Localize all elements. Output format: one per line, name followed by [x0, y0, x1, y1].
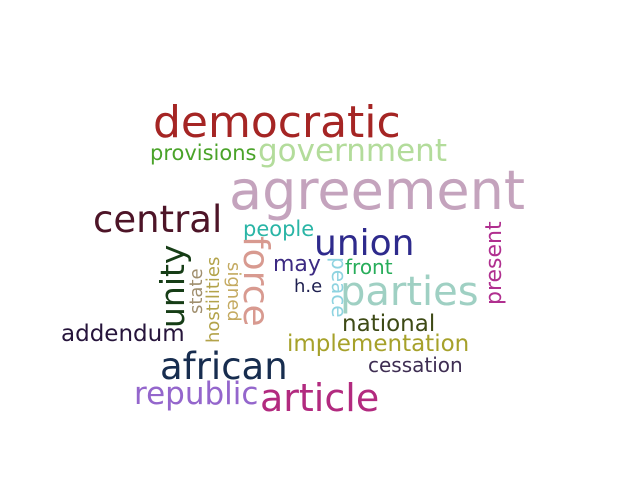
- word-democratic: democratic: [153, 97, 401, 148]
- word-agreement: agreement: [229, 159, 526, 222]
- word-may: may: [273, 252, 321, 277]
- word-present: present: [482, 221, 507, 305]
- word-central: central: [93, 198, 223, 241]
- word-union: union: [314, 223, 415, 264]
- word-republic: republic: [134, 376, 259, 412]
- word-people: people: [243, 217, 315, 241]
- word-addendum: addendum: [61, 321, 185, 347]
- word-implementation: implementation: [287, 331, 470, 357]
- word-front: front: [345, 255, 393, 279]
- word-cessation: cessation: [368, 353, 463, 377]
- word-article: article: [260, 376, 380, 420]
- word-he: h.e: [294, 276, 323, 297]
- word-force: force: [235, 236, 276, 327]
- word-national: national: [342, 311, 436, 337]
- word-provisions: provisions: [150, 141, 257, 165]
- word-african: african: [160, 345, 288, 388]
- word-unity: unity: [153, 244, 192, 328]
- word-hostilities: hostilities: [203, 256, 224, 343]
- word-government: government: [258, 133, 447, 169]
- word-parties: parties: [340, 269, 479, 315]
